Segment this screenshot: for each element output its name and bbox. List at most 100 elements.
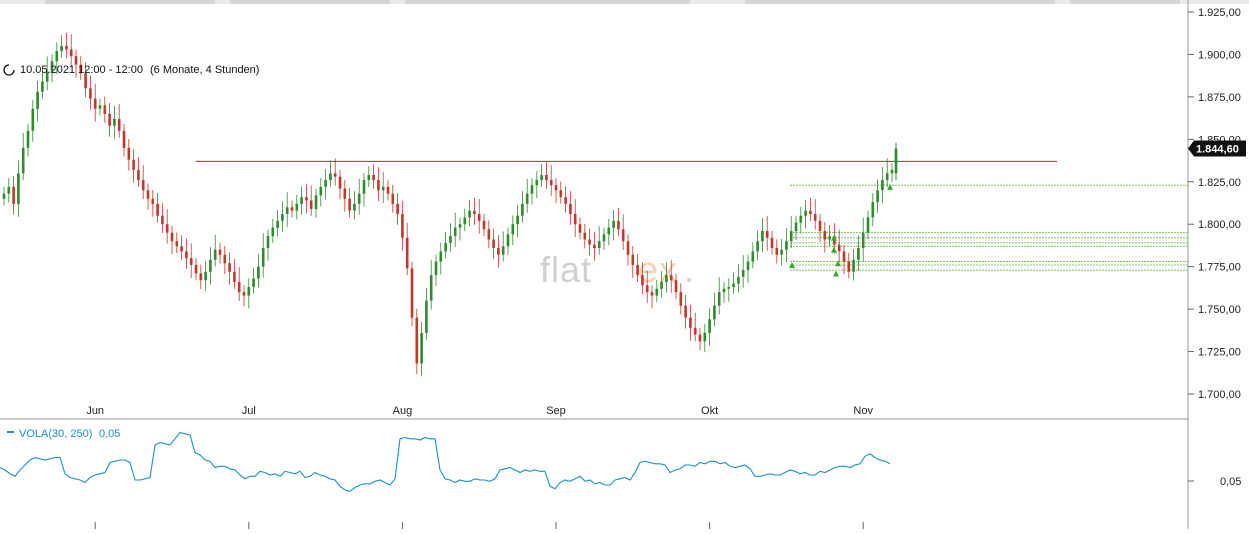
candle — [665, 262, 668, 293]
candle — [26, 124, 30, 157]
candle-body — [780, 249, 783, 255]
candle — [213, 234, 217, 267]
candle — [170, 225, 174, 255]
candle-body — [65, 45, 68, 50]
candle — [631, 245, 635, 278]
candle-body — [26, 130, 30, 148]
candle — [617, 207, 620, 237]
candle — [108, 103, 111, 137]
candle — [554, 178, 558, 204]
x-month-label: Okt — [701, 405, 718, 417]
candle-body — [540, 174, 543, 181]
candle-body — [612, 220, 615, 228]
candle — [65, 33, 68, 59]
x-month-label: Jun — [86, 405, 104, 417]
last-price-value: 1.844,60 — [1196, 144, 1239, 156]
candle-body — [41, 81, 44, 92]
candle-body — [84, 73, 87, 89]
top-tab[interactable] — [1070, 0, 1180, 4]
candle — [367, 166, 371, 187]
candle-body — [141, 180, 145, 191]
candle-body — [247, 287, 251, 296]
candle — [194, 258, 198, 281]
candle — [132, 148, 135, 183]
candle — [146, 183, 150, 210]
candle — [386, 180, 390, 201]
candle — [103, 96, 107, 123]
candle — [698, 327, 702, 351]
candle-body — [828, 236, 831, 240]
candle — [449, 223, 452, 252]
top-tab[interactable] — [745, 0, 1055, 4]
candle-body — [117, 118, 121, 131]
candle — [492, 228, 495, 259]
candle — [141, 165, 145, 200]
candle-body — [444, 242, 447, 252]
candle — [497, 235, 500, 268]
candle-body — [737, 276, 740, 284]
candle — [641, 262, 644, 295]
top-tab[interactable] — [405, 0, 690, 4]
candle — [588, 228, 591, 256]
candle — [377, 167, 380, 202]
candle-body — [55, 51, 59, 62]
candle — [252, 267, 255, 294]
candle — [247, 278, 251, 309]
candle-body — [741, 270, 745, 277]
candle-body — [261, 247, 265, 267]
candle — [420, 322, 423, 377]
candle-body — [271, 227, 275, 237]
candle-body — [645, 285, 649, 293]
candle-body — [463, 217, 467, 225]
candle-body — [621, 229, 625, 242]
candle-body — [17, 173, 20, 204]
candle-body — [21, 147, 25, 174]
candle — [761, 218, 764, 253]
candle-body — [583, 232, 587, 240]
candle-body — [650, 292, 654, 296]
candle — [573, 199, 577, 238]
candle-body — [881, 180, 884, 191]
candle-body — [703, 332, 707, 342]
candle-body — [751, 251, 755, 262]
candle — [650, 285, 654, 309]
candle — [17, 160, 20, 217]
candle — [737, 263, 740, 293]
top-tab[interactable] — [230, 0, 390, 4]
candle — [276, 209, 279, 237]
candle-body — [314, 195, 318, 209]
candle — [357, 178, 361, 215]
candle — [463, 208, 467, 232]
candle-body — [842, 251, 846, 262]
candle-body — [233, 271, 236, 282]
candle-body — [185, 251, 188, 259]
candle — [674, 273, 678, 299]
candle-body — [295, 203, 299, 211]
markers-layer — [789, 183, 893, 277]
candle — [861, 217, 865, 261]
candle — [655, 279, 659, 303]
candle-body — [425, 300, 428, 333]
candle — [741, 255, 745, 288]
candle-body — [343, 188, 347, 199]
candle — [799, 206, 803, 234]
candle-body — [775, 247, 779, 255]
candle-body — [665, 275, 668, 282]
candle — [74, 49, 78, 78]
candle-body — [93, 98, 97, 109]
top-tab[interactable] — [45, 0, 215, 4]
candle — [257, 253, 260, 288]
candle — [775, 239, 779, 264]
candle-body — [103, 105, 107, 114]
trade-marker — [831, 246, 837, 253]
candle — [353, 190, 356, 220]
candle — [530, 178, 534, 205]
candle — [7, 178, 11, 203]
candle — [473, 197, 476, 225]
candle — [381, 171, 385, 204]
y-tick-label: 1.900,00 — [1198, 49, 1241, 61]
candle — [794, 215, 798, 240]
candle — [281, 201, 284, 232]
candle — [501, 231, 505, 262]
